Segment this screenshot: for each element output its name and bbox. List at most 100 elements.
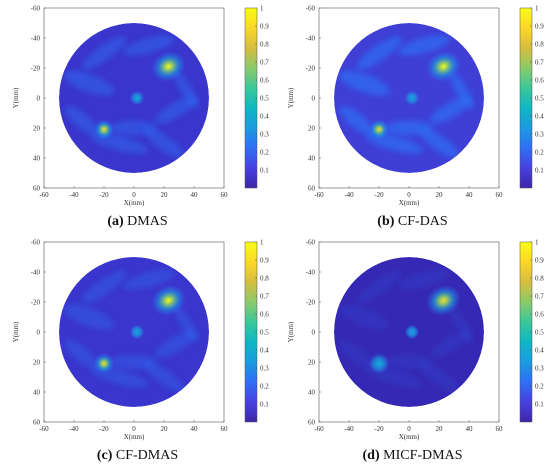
colorbar-tick-label: 0.2 bbox=[260, 149, 269, 157]
artifact-streak bbox=[338, 304, 390, 330]
x-axis-label: X(mm) bbox=[124, 199, 145, 207]
colorbar-tick-label: 0.3 bbox=[260, 365, 269, 373]
source-mark bbox=[425, 284, 462, 317]
source-mark bbox=[93, 353, 115, 374]
x-axis-label: X(mm) bbox=[124, 433, 145, 441]
colorbar-tick-label: 0.5 bbox=[535, 329, 544, 337]
colorbar-tick-label: 0.2 bbox=[535, 149, 544, 157]
colorbar-tick-label: 0.2 bbox=[260, 383, 269, 391]
caption-b-letter: (b) bbox=[377, 214, 395, 229]
y-tick-label: 40 bbox=[308, 389, 316, 397]
y-tick-label: 60 bbox=[33, 185, 41, 193]
artifact-streak bbox=[339, 339, 374, 370]
heatmap-chart-b: -60 -40 -20 0 20 40 60-60-40-200204060X(mm)Y(m… bbox=[287, 5, 544, 208]
y-tick-label: -60 bbox=[31, 239, 41, 247]
artifact-streak bbox=[122, 35, 176, 56]
y-tick-label: -20 bbox=[31, 65, 41, 73]
y-tick-label: -40 bbox=[31, 35, 41, 43]
colorbar-tick-label: 0.6 bbox=[535, 77, 544, 85]
colorbar-tick-label: 0.7 bbox=[535, 293, 544, 301]
y-tick-label: 60 bbox=[308, 419, 316, 427]
colorbar-tick-label: 0.7 bbox=[260, 59, 269, 67]
caption-a-text: DMAS bbox=[127, 214, 168, 229]
artifact-streak bbox=[143, 127, 185, 159]
y-axis-label: Y(mm) bbox=[287, 87, 295, 108]
x-tick-label: 20 bbox=[436, 191, 444, 199]
artifact-streak bbox=[81, 270, 127, 304]
y-tick-label: -60 bbox=[31, 5, 41, 13]
panel-a: -60 -40 -20 0 20 40 60 -60 -40 -20 0 20 40 60 X(mm) Y(m… bbox=[0, 0, 275, 208]
artifact-streak bbox=[63, 304, 115, 330]
artifact-streak bbox=[174, 306, 199, 343]
artifact-streak bbox=[429, 96, 473, 124]
x-tick-label: 60 bbox=[221, 425, 229, 433]
y-tick-label: 0 bbox=[312, 95, 316, 103]
source-mark bbox=[129, 90, 145, 106]
heatmap-chart-c: -60 -40 -20 0 20 40 60-60-40-200204060X(mm)Y(m… bbox=[12, 239, 269, 442]
caption-d-text: MICF-DMAS bbox=[383, 448, 463, 463]
x-tick-label: -40 bbox=[344, 425, 354, 433]
x-tick-label: -20 bbox=[99, 191, 109, 199]
artifact-streak bbox=[81, 36, 127, 70]
artifact-streak bbox=[64, 105, 99, 136]
x-tick-label: -20 bbox=[374, 191, 384, 199]
source-mark bbox=[404, 90, 420, 106]
x-tick-label: -40 bbox=[69, 191, 79, 199]
panel-d: -60 -40 -20 0 20 40 60 -60 -40 -20 0 20 40 60 X(mm) Y(m… bbox=[275, 234, 550, 442]
artifact-streak bbox=[64, 339, 99, 370]
artifact-streak bbox=[418, 361, 460, 393]
colorbar-tick-label: 0.7 bbox=[535, 59, 544, 67]
x-tick-label: 60 bbox=[221, 191, 229, 199]
y-tick-label: 20 bbox=[308, 359, 316, 367]
x-tick-label: 40 bbox=[466, 191, 474, 199]
artifact-streak bbox=[429, 330, 473, 358]
caption-d: (d) MICF-DMAS bbox=[275, 448, 550, 464]
y-tick-label: 20 bbox=[308, 125, 316, 133]
y-tick-label: -20 bbox=[31, 299, 41, 307]
colorbar-tick-label: 0.1 bbox=[260, 167, 269, 175]
x-tick-label: 0 bbox=[407, 425, 411, 433]
x-tick-label: 40 bbox=[466, 425, 474, 433]
x-tick-label: 20 bbox=[161, 191, 169, 199]
y-tick-label: -20 bbox=[306, 299, 316, 307]
x-tick-label: -60 bbox=[39, 191, 49, 199]
colorbar-tick-label: 0.1 bbox=[260, 401, 269, 409]
x-tick-label: 40 bbox=[191, 191, 199, 199]
y-tick-label: 20 bbox=[33, 359, 41, 367]
colorbar-tick-label: 0.8 bbox=[535, 41, 544, 49]
x-tick-label: 20 bbox=[161, 425, 169, 433]
source-mark bbox=[150, 284, 187, 317]
colorbar-tick-label: 0.5 bbox=[535, 95, 544, 103]
artifact-streak bbox=[339, 105, 374, 136]
source-mark bbox=[150, 50, 187, 83]
y-tick-label: -40 bbox=[306, 35, 316, 43]
x-tick-label: 0 bbox=[132, 191, 136, 199]
x-tick-label: 40 bbox=[191, 425, 199, 433]
x-tick-label: 0 bbox=[132, 425, 136, 433]
colorbar-tick-label: 0.5 bbox=[260, 329, 269, 337]
caption-a: (a) DMAS bbox=[0, 214, 275, 230]
artifact-streak bbox=[397, 269, 451, 290]
colorbar-tick-label: 0.4 bbox=[260, 113, 269, 121]
x-tick-label: 0 bbox=[407, 191, 411, 199]
y-tick-label: 0 bbox=[37, 95, 41, 103]
colorbar-tick-label: 0.8 bbox=[260, 275, 269, 283]
caption-b: (b) CF-DAS bbox=[275, 214, 550, 230]
artifact-streak bbox=[63, 70, 115, 96]
source-mark bbox=[129, 324, 145, 340]
colorbar-tick-label: 1 bbox=[260, 239, 264, 247]
caption-c: (c) CF-DMAS bbox=[0, 448, 275, 464]
y-tick-label: 40 bbox=[33, 155, 41, 163]
colorbar-tick-label: 0.9 bbox=[260, 257, 269, 265]
y-tick-label: -20 bbox=[306, 65, 316, 73]
y-axis-label: Y(mm) bbox=[12, 321, 20, 342]
x-axis-label: X(mm) bbox=[399, 433, 420, 441]
x-tick-label: -40 bbox=[69, 425, 79, 433]
source-mark bbox=[368, 353, 390, 374]
colorbar-tick-label: 0.4 bbox=[535, 113, 544, 121]
colorbar-tick-label: 0.9 bbox=[260, 23, 269, 31]
y-tick-label: 20 bbox=[33, 125, 41, 133]
caption-c-text: CF-DMAS bbox=[115, 448, 179, 463]
source-mark bbox=[425, 50, 462, 83]
artifact-streak bbox=[338, 70, 390, 96]
